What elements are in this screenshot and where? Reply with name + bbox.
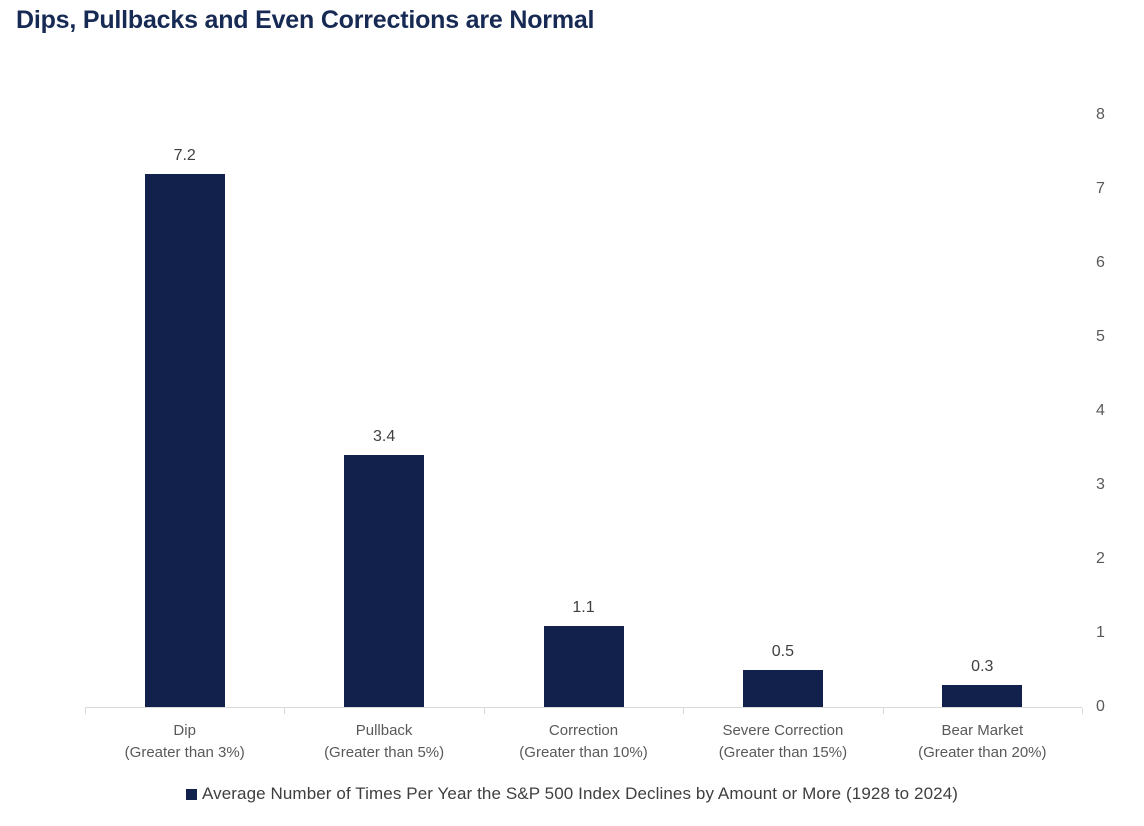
x-axis-tick [1082, 708, 1083, 714]
category-threshold: (Greater than 5%) [324, 744, 445, 761]
category-name: Correction [548, 722, 619, 739]
category-name: Dip [173, 722, 196, 739]
bar-value-label: 0.5 [771, 643, 795, 660]
y-axis-tick-label: 8 [1096, 106, 1105, 123]
bar-value-label: 3.4 [372, 428, 396, 446]
category-threshold: (Greater than 3%) [124, 744, 245, 761]
legend-marker-icon [185, 789, 197, 800]
page-title: Dips, Pullbacks and Even Corrections are… [16, 6, 595, 34]
x-axis-line [85, 707, 1082, 708]
category-name: Severe Correction [722, 722, 844, 739]
y-axis-tick-label: 4 [1096, 402, 1105, 419]
x-axis-tick [284, 708, 286, 714]
bar [144, 174, 225, 707]
bar-value-label: 7.2 [173, 147, 196, 165]
bar [543, 625, 624, 707]
bar [344, 455, 425, 707]
x-axis-tick [882, 708, 884, 714]
bar [742, 670, 823, 707]
y-axis-tick-label: 7 [1096, 180, 1105, 197]
category-name: Bear Market [941, 722, 1024, 739]
y-axis-tick-label: 0 [1096, 698, 1105, 715]
category-threshold: (Greater than 15%) [718, 744, 848, 761]
x-axis-category-label: Severe Correction (Greater than 15%) [688, 720, 878, 764]
y-axis-tick-label: 5 [1096, 328, 1105, 345]
x-axis-category-label: Dip (Greater than 3%) [90, 720, 280, 764]
x-axis-category-label: Correction (Greater than 10%) [489, 720, 679, 764]
category-threshold: (Greater than 10%) [519, 744, 648, 761]
x-axis-tick [683, 708, 685, 714]
x-axis-tick [483, 708, 485, 714]
x-axis-category-label: Pullback (Greater than 5%) [289, 720, 479, 764]
category-name: Pullback [355, 722, 413, 739]
y-axis-tick-label: 6 [1096, 254, 1105, 271]
x-axis-category-label: Bear Market (Greater than 20%) [887, 720, 1077, 764]
bar-value-label: 0.3 [971, 657, 994, 675]
legend-label: Average Number of Times Per Year the S&P… [201, 784, 959, 803]
bar [942, 684, 1023, 707]
bar-value-label: 1.1 [572, 598, 595, 616]
y-axis-tick-label: 2 [1096, 550, 1105, 567]
category-threshold: (Greater than 20%) [918, 744, 1047, 761]
chart-legend: Average Number of Times Per Year the S&P… [0, 784, 1144, 804]
y-axis-tick-label: 1 [1096, 624, 1105, 641]
x-axis-tick [85, 708, 86, 714]
y-axis-tick-label: 3 [1096, 476, 1105, 493]
